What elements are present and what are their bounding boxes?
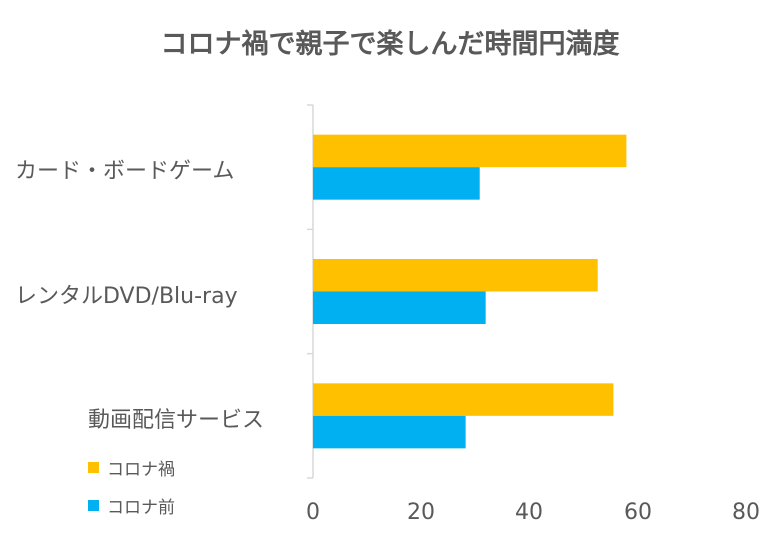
category-label: カード・ボードゲーム bbox=[15, 159, 235, 184]
legend-swatch bbox=[88, 462, 99, 473]
bar-corona-during bbox=[313, 259, 598, 292]
legend-item-corona-during: コロナ禍 bbox=[88, 455, 175, 480]
chart-title: コロナ禍で親子で楽しんだ時間円満度 bbox=[160, 29, 620, 60]
category-label: 動画配信サービス bbox=[88, 408, 265, 433]
legend-label: コロナ前 bbox=[107, 498, 175, 518]
x-tick-label: 40 bbox=[515, 500, 543, 525]
x-tick-label: 60 bbox=[624, 500, 652, 525]
legend-item-corona-before: コロナ前 bbox=[88, 493, 175, 518]
x-tick-label: 20 bbox=[407, 500, 435, 525]
bar-corona-during bbox=[313, 383, 614, 416]
category-label: レンタルDVD/Blu-ray bbox=[15, 284, 238, 309]
bar-corona-before bbox=[313, 291, 486, 324]
x-tick-label: 0 bbox=[306, 500, 320, 525]
legend-swatch bbox=[88, 500, 99, 511]
x-tick-label: 80 bbox=[732, 500, 760, 525]
bar-corona-before bbox=[313, 167, 480, 200]
legend-label: コロナ禍 bbox=[107, 460, 175, 480]
bar-corona-before bbox=[313, 415, 466, 449]
bar-corona-during bbox=[313, 134, 627, 168]
